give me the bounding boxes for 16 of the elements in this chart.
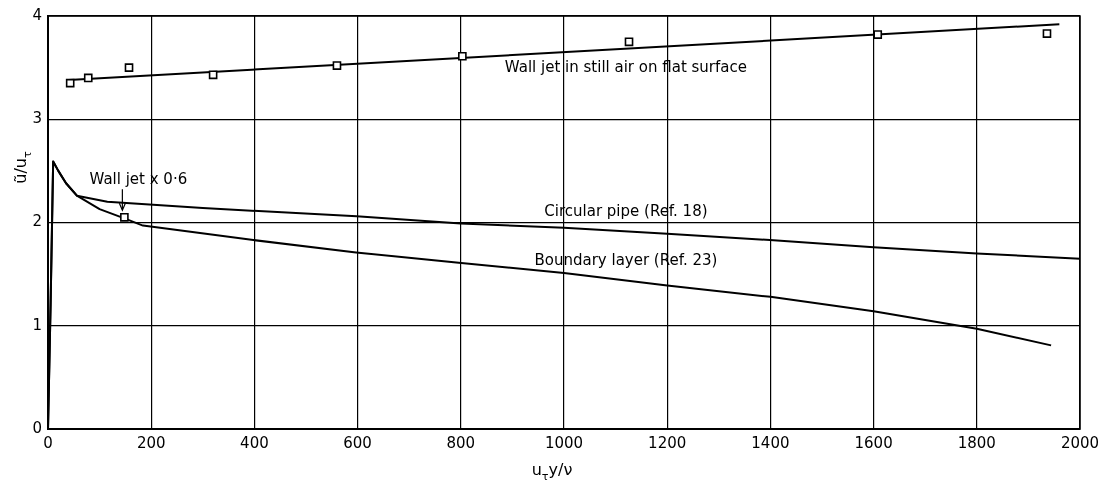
x-tick-label: 1400 (751, 433, 790, 452)
y-axis-title: ũ/uτ (11, 151, 34, 184)
x-tick-label: 400 (240, 433, 269, 452)
x-tick-label: 200 (136, 433, 166, 452)
y-tick-label: 0 (32, 418, 42, 437)
x-tick-label: 1800 (957, 433, 996, 452)
y-tick-label: 4 (32, 5, 42, 24)
x-tick-label: 2000 (1060, 433, 1100, 452)
x-tick-label: 800 (446, 433, 476, 452)
x-tick-label: 1600 (854, 433, 893, 452)
x-tick-label: 1200 (648, 433, 687, 452)
x-tick-label: 1000 (544, 433, 584, 452)
y-tick-label: 1 (32, 315, 42, 334)
y-tick-label: 2 (32, 212, 42, 231)
x-tick-label: 600 (343, 433, 372, 452)
y-tick-label: 3 (32, 109, 42, 128)
